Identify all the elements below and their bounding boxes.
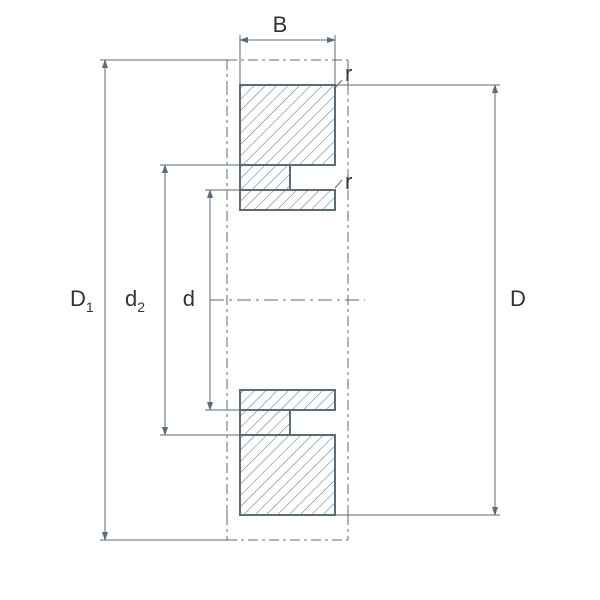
dim-label-D1: D1 — [70, 286, 94, 315]
dim-label-d2: d2 — [125, 286, 145, 315]
engineering-drawing: B D D1 d2 d r r — [0, 0, 600, 600]
dim-label-D: D — [510, 286, 526, 311]
marker-r-top: r — [345, 61, 352, 86]
dim-label-B: B — [273, 12, 288, 37]
dim-label-d: d — [183, 286, 195, 311]
marker-r-bottom: r — [345, 169, 352, 194]
